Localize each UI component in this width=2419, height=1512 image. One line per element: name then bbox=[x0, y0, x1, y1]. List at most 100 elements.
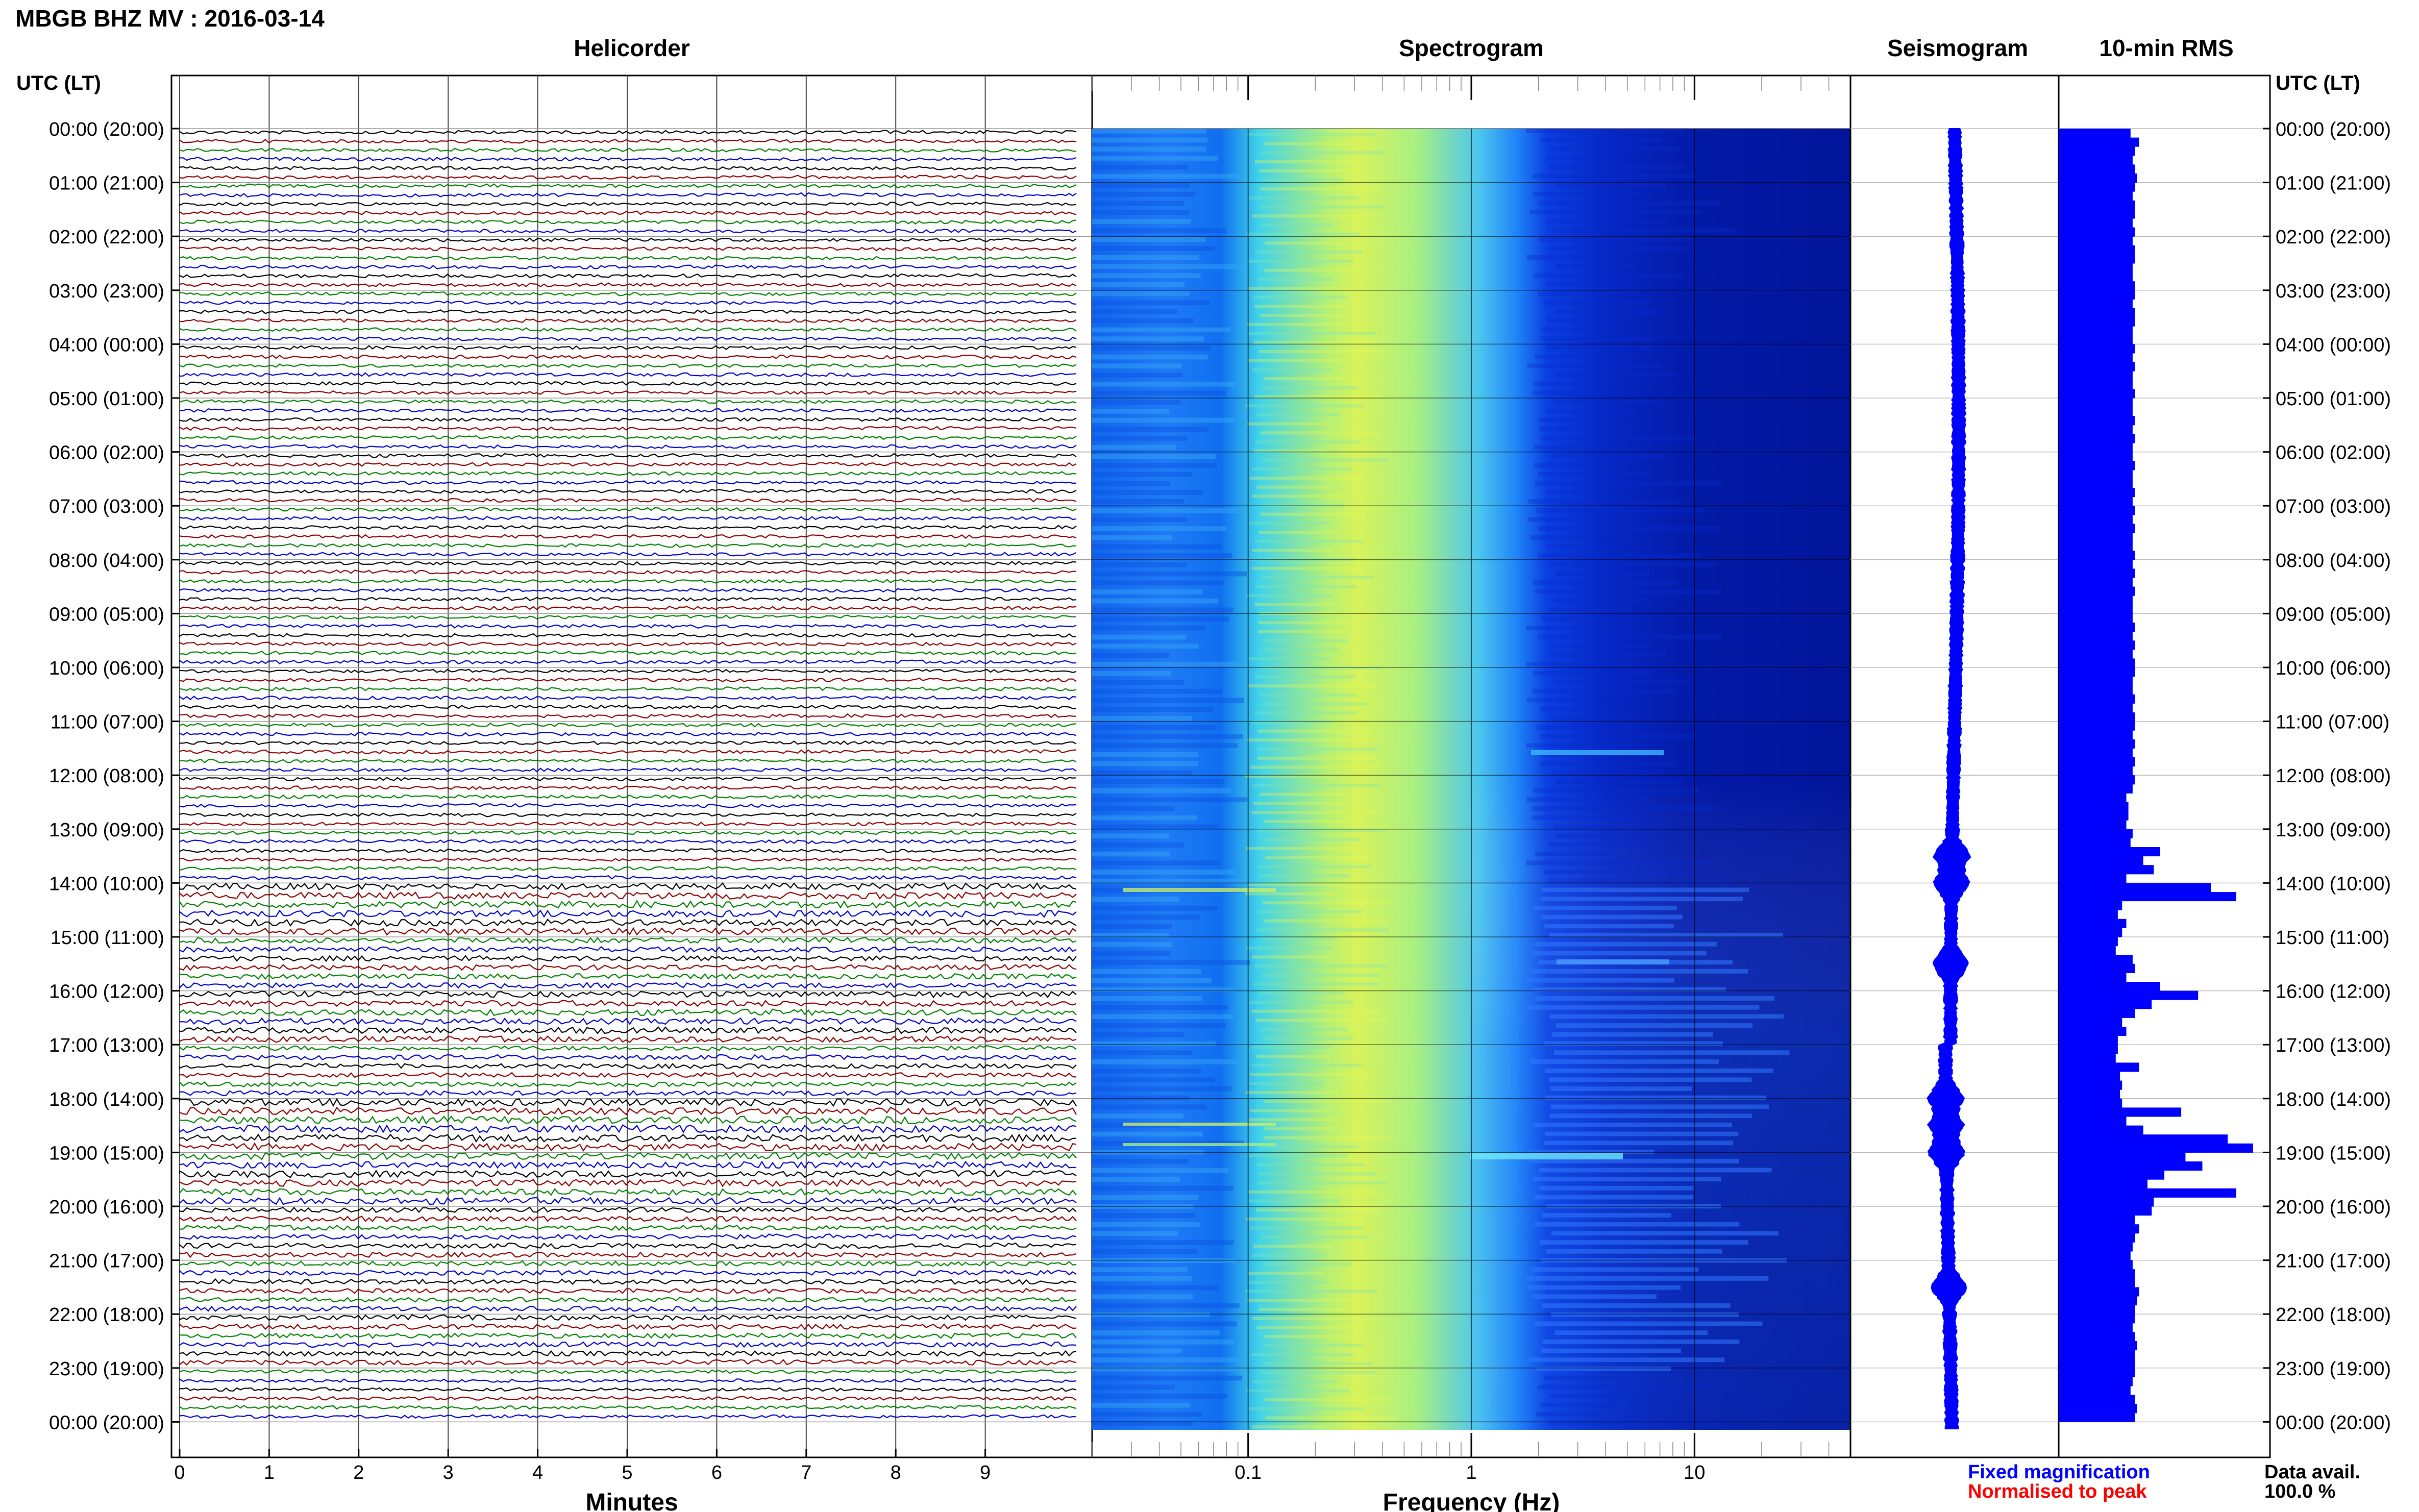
spectrogram-row bbox=[1092, 499, 1184, 504]
spectrogram-row bbox=[1541, 616, 1638, 622]
rms-bar bbox=[2059, 1233, 2135, 1243]
spectrogram-row bbox=[1092, 156, 1218, 161]
y-tick-label: 12:00 (08:00) bbox=[49, 765, 164, 787]
helicorder-trace bbox=[179, 740, 1077, 746]
rms-bar bbox=[2059, 1008, 2135, 1018]
spectrogram-row bbox=[1092, 373, 1182, 378]
rms-bar bbox=[2059, 1296, 2137, 1306]
spectrogram-row bbox=[1261, 223, 1333, 227]
spectrogram-row bbox=[1541, 887, 1749, 893]
rms-bar bbox=[2059, 631, 2133, 641]
rms-bar bbox=[2059, 1251, 2131, 1261]
helicorder-trace bbox=[179, 1313, 1077, 1321]
spectrogram-row bbox=[1544, 1095, 1766, 1100]
spectrogram-row bbox=[1246, 847, 1372, 850]
spectrogram-row bbox=[1252, 1317, 1360, 1320]
spectrogram-row bbox=[1529, 969, 1748, 974]
spectrogram-row bbox=[1538, 634, 1722, 639]
spectrogram-row bbox=[1546, 490, 1609, 495]
helicorder-trace bbox=[179, 597, 1077, 602]
spectrogram-row bbox=[1259, 1145, 1359, 1149]
rms-bar bbox=[2059, 155, 2133, 165]
helicorder-trace bbox=[179, 130, 1077, 135]
helicorder-trace bbox=[179, 812, 1077, 817]
spectrogram-row bbox=[1262, 973, 1380, 977]
spectrogram-row bbox=[1092, 924, 1172, 929]
spectrogram-row bbox=[1258, 1307, 1371, 1311]
helicorder-trace bbox=[179, 408, 1077, 413]
helicorder-trace bbox=[179, 138, 1077, 144]
helicorder-trace bbox=[179, 210, 1077, 216]
spectrogram-row bbox=[1546, 409, 1636, 413]
rms-bar bbox=[2059, 191, 2133, 201]
rms-bar bbox=[2059, 838, 2131, 848]
spectrogram-row bbox=[1526, 661, 1632, 666]
spectrogram-row bbox=[1551, 643, 1651, 649]
spectrogram-row bbox=[1263, 919, 1389, 923]
spectrogram-row bbox=[1260, 151, 1385, 155]
helicorder-trace bbox=[179, 686, 1077, 692]
helicorder-trace bbox=[179, 1187, 1077, 1196]
spectrogram-row bbox=[1092, 1267, 1188, 1272]
helicorder-trace bbox=[179, 543, 1077, 548]
rms-bar bbox=[2059, 353, 2133, 363]
y-tick-label: 04:00 (00:00) bbox=[49, 334, 164, 356]
helicorder-trace bbox=[179, 1359, 1077, 1366]
spectrogram-row bbox=[1265, 1398, 1390, 1402]
spectrogram-row bbox=[1554, 1330, 1708, 1335]
rms-bars bbox=[2059, 129, 2253, 1422]
spectrogram-x-tick-label: 1 bbox=[1466, 1462, 1476, 1483]
helicorder-trace bbox=[179, 857, 1077, 862]
spectrogram-row bbox=[1263, 838, 1361, 841]
rms-bar bbox=[2059, 1412, 2135, 1422]
rms-bar bbox=[2059, 469, 2133, 479]
rms-bar bbox=[2059, 703, 2133, 713]
spectrogram-row bbox=[1092, 1104, 1207, 1110]
spectrogram-row bbox=[1246, 946, 1332, 950]
helicorder-trace bbox=[179, 990, 1077, 999]
spectrogram-row bbox=[1262, 386, 1358, 389]
spectrogram-row bbox=[1538, 553, 1699, 558]
spectrogram-row bbox=[1092, 770, 1192, 775]
spectrogram-row bbox=[1092, 1086, 1232, 1092]
spectrogram-row bbox=[1535, 1321, 1763, 1326]
rms-bar bbox=[2059, 829, 2133, 838]
spectrogram-band bbox=[1123, 888, 1276, 892]
rms-bar bbox=[2059, 739, 2135, 749]
spectrogram-row bbox=[1548, 842, 1648, 847]
spectrogram-row bbox=[1092, 517, 1187, 523]
helicorder-trace bbox=[179, 282, 1077, 288]
spectrogram-row bbox=[1264, 1335, 1356, 1339]
rms-bar bbox=[2059, 362, 2135, 371]
helicorder-trace bbox=[179, 866, 1077, 871]
rms-bar bbox=[2059, 883, 2211, 893]
spectrogram-row bbox=[1092, 1411, 1202, 1417]
spectrogram-row bbox=[1252, 1253, 1326, 1257]
spectrogram-row bbox=[1533, 192, 1642, 196]
spectrogram-row bbox=[1092, 905, 1218, 911]
spectrogram-row bbox=[1257, 729, 1371, 733]
spectrogram-row bbox=[1092, 526, 1227, 531]
y-tick-label: 00:00 (20:00) bbox=[49, 1412, 164, 1433]
helicorder-trace bbox=[179, 776, 1077, 782]
spectrogram-row bbox=[1526, 797, 1651, 802]
spectrogram-row bbox=[1546, 156, 1626, 160]
rms-panel bbox=[2058, 75, 2271, 1458]
spectrogram-row bbox=[1248, 1199, 1340, 1203]
rms-bar bbox=[2059, 604, 2133, 614]
spectrogram-row bbox=[1549, 164, 1686, 169]
rms-bar bbox=[2059, 1125, 2143, 1135]
helicorder-trace bbox=[179, 1124, 1077, 1134]
spectrogram-row bbox=[1251, 467, 1352, 471]
spectrogram-row bbox=[1092, 842, 1184, 848]
helicorder-trace bbox=[179, 1387, 1077, 1392]
rms-bar bbox=[2059, 1287, 2139, 1297]
helicorder-trace bbox=[179, 1297, 1077, 1303]
rms-bar bbox=[2059, 1269, 2135, 1279]
spectrogram-row bbox=[1092, 137, 1208, 143]
rms-bar bbox=[2059, 407, 2133, 416]
y-tick-label: 13:00 (09:00) bbox=[2276, 820, 2391, 841]
spectrogram-row bbox=[1248, 332, 1376, 335]
spectrogram-row bbox=[1531, 987, 1726, 992]
rms-bar bbox=[2059, 1000, 2152, 1009]
